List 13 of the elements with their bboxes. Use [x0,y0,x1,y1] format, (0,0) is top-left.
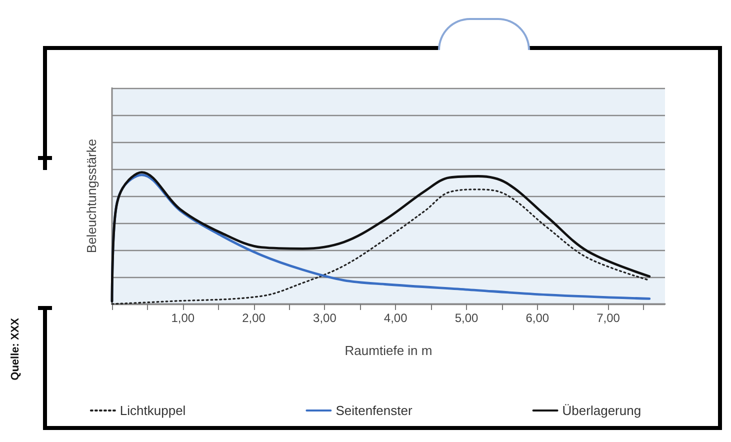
x-tick-label: 5,00 [454,311,478,325]
legend-label: Überlagerung [562,403,642,418]
x-tick-label: 1,00 [171,311,195,325]
x-tick-label: 3,00 [313,311,337,325]
source-note: Quelle: XXX [10,317,22,380]
y-axis-title: Beleuchtungsstärke [84,138,99,254]
legend-label: Seitenfenster [336,403,413,418]
x-tick-label: 6,00 [526,311,550,325]
x-tick-label: 4,00 [384,311,408,325]
x-tick-label: 2,00 [242,311,266,325]
x-axis-title: Raumtiefe in m [344,343,432,358]
legend-label: Lichtkuppel [120,403,186,418]
x-tick-label: 7,00 [596,311,620,325]
